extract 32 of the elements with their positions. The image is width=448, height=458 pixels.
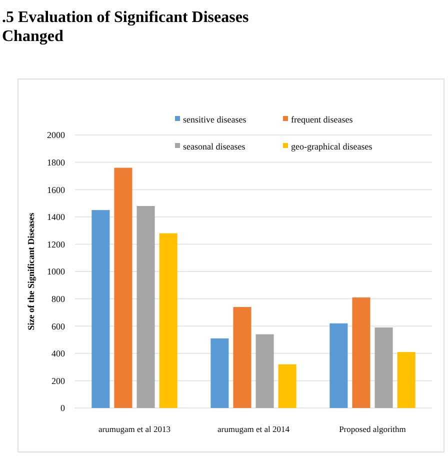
x-tick-label: arumugam et al 2013 bbox=[98, 424, 170, 434]
y-tick-label: 1400 bbox=[47, 212, 66, 222]
y-tick-label: 0 bbox=[60, 403, 66, 414]
bar bbox=[256, 334, 274, 408]
y-tick-label: 400 bbox=[52, 348, 66, 359]
y-tick-label: 200 bbox=[52, 376, 66, 386]
y-axis-title: Size of the Significant Diseases bbox=[26, 212, 36, 330]
y-tick-label: 600 bbox=[52, 321, 66, 332]
bar bbox=[374, 327, 393, 408]
bar bbox=[92, 210, 110, 408]
y-tick-label: 2000 bbox=[47, 130, 66, 140]
bar bbox=[114, 168, 132, 408]
y-tick-label: 1200 bbox=[47, 239, 66, 250]
bar bbox=[352, 297, 370, 408]
y-tick-label: 1600 bbox=[47, 184, 66, 195]
bar bbox=[159, 233, 178, 408]
y-tick-label: 1000 bbox=[47, 266, 66, 277]
bar bbox=[397, 352, 416, 408]
bar bbox=[278, 364, 296, 408]
chart-title: .5 Evaluation of Significant Diseases Changed bbox=[2, 9, 249, 45]
bar bbox=[136, 206, 155, 408]
bar bbox=[233, 306, 252, 408]
y-tick-label: 800 bbox=[52, 294, 66, 304]
bar bbox=[210, 338, 229, 408]
legend-label: geo-graphical diseases bbox=[291, 142, 373, 152]
legend-label: sensitive diseases bbox=[183, 114, 247, 125]
x-tick-label: Proposed algorithm bbox=[339, 424, 406, 434]
y-tick-label: 1800 bbox=[47, 157, 66, 168]
legend-label: seasonal diseases bbox=[183, 142, 246, 152]
legend-label: frequent diseases bbox=[291, 114, 354, 125]
bar bbox=[330, 323, 348, 408]
x-tick-label: arumugam et al 2014 bbox=[218, 424, 290, 434]
